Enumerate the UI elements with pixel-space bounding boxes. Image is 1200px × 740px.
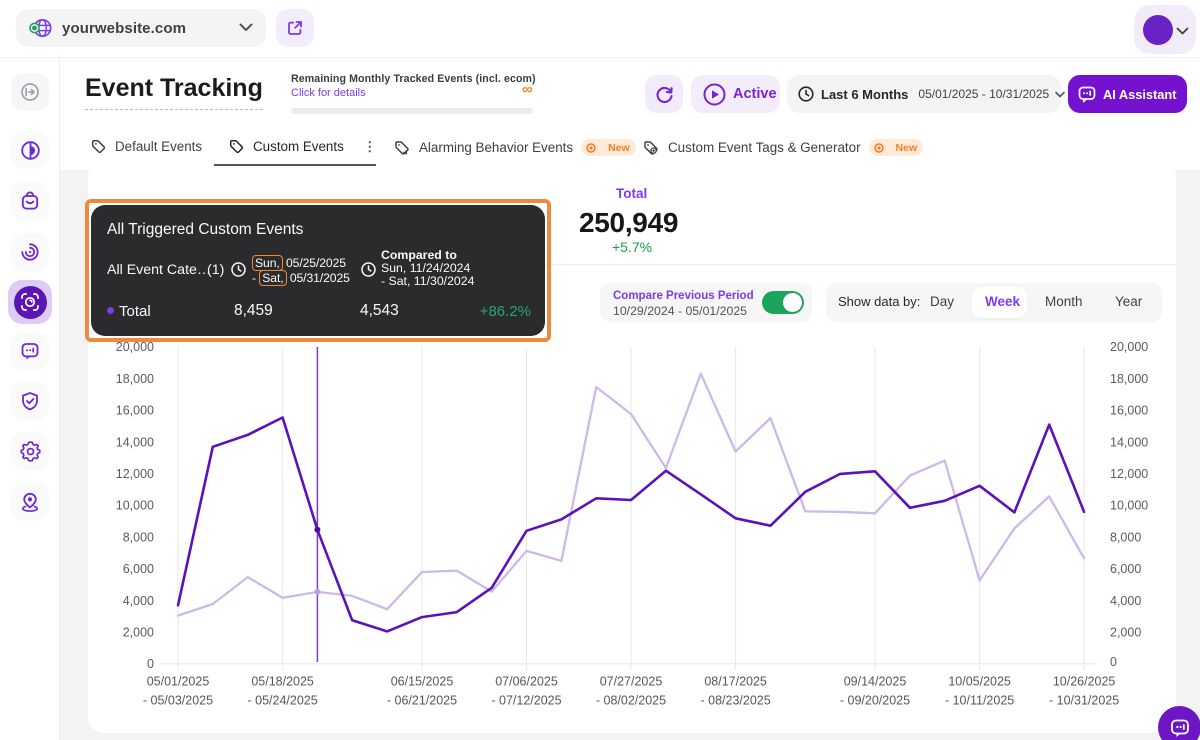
svg-text:- 09/20/2025: - 09/20/2025 <box>840 694 910 708</box>
svg-text:10/05/2025: 10/05/2025 <box>948 675 1011 689</box>
svg-text:0: 0 <box>147 657 154 671</box>
svg-text:- 08/02/2025: - 08/02/2025 <box>596 694 666 708</box>
svg-text:09/14/2025: 09/14/2025 <box>844 675 907 689</box>
svg-text:12,000: 12,000 <box>1110 467 1148 481</box>
svg-text:6,000: 6,000 <box>123 562 154 576</box>
svg-text:12,000: 12,000 <box>116 467 154 481</box>
svg-text:0: 0 <box>1110 655 1117 669</box>
svg-text:- 10/11/2025: - 10/11/2025 <box>945 694 1014 708</box>
svg-text:10,000: 10,000 <box>1110 499 1148 513</box>
svg-text:14,000: 14,000 <box>1110 435 1148 449</box>
svg-text:20,000: 20,000 <box>1110 340 1148 354</box>
svg-text:08/17/2025: 08/17/2025 <box>704 675 767 689</box>
svg-text:2,000: 2,000 <box>123 626 154 640</box>
svg-text:6,000: 6,000 <box>1110 562 1141 576</box>
svg-text:2,000: 2,000 <box>1110 626 1141 640</box>
svg-text:- 10/31/2025: - 10/31/2025 <box>1049 694 1119 708</box>
svg-text:16,000: 16,000 <box>116 404 154 418</box>
svg-text:14,000: 14,000 <box>116 435 154 449</box>
svg-text:- 07/12/2025: - 07/12/2025 <box>491 694 561 708</box>
svg-text:20,000: 20,000 <box>116 340 154 354</box>
svg-text:8,000: 8,000 <box>123 530 154 544</box>
svg-text:8,000: 8,000 <box>1110 530 1141 544</box>
svg-text:16,000: 16,000 <box>1110 404 1148 418</box>
svg-text:4,000: 4,000 <box>123 594 154 608</box>
svg-text:- 08/23/2025: - 08/23/2025 <box>700 694 770 708</box>
svg-text:- 05/24/2025: - 05/24/2025 <box>247 694 317 708</box>
svg-text:07/06/2025: 07/06/2025 <box>495 675 558 689</box>
svg-text:05/18/2025: 05/18/2025 <box>251 675 314 689</box>
svg-text:05/01/2025: 05/01/2025 <box>147 675 210 689</box>
svg-text:- 06/21/2025: - 06/21/2025 <box>387 694 457 708</box>
svg-text:- 05/03/2025: - 05/03/2025 <box>143 694 213 708</box>
svg-text:10/26/2025: 10/26/2025 <box>1053 675 1116 689</box>
svg-text:18,000: 18,000 <box>1110 372 1148 386</box>
svg-text:07/27/2025: 07/27/2025 <box>600 675 663 689</box>
svg-text:4,000: 4,000 <box>1110 594 1141 608</box>
svg-text:18,000: 18,000 <box>116 372 154 386</box>
svg-text:10,000: 10,000 <box>116 499 154 513</box>
svg-text:06/15/2025: 06/15/2025 <box>391 675 454 689</box>
